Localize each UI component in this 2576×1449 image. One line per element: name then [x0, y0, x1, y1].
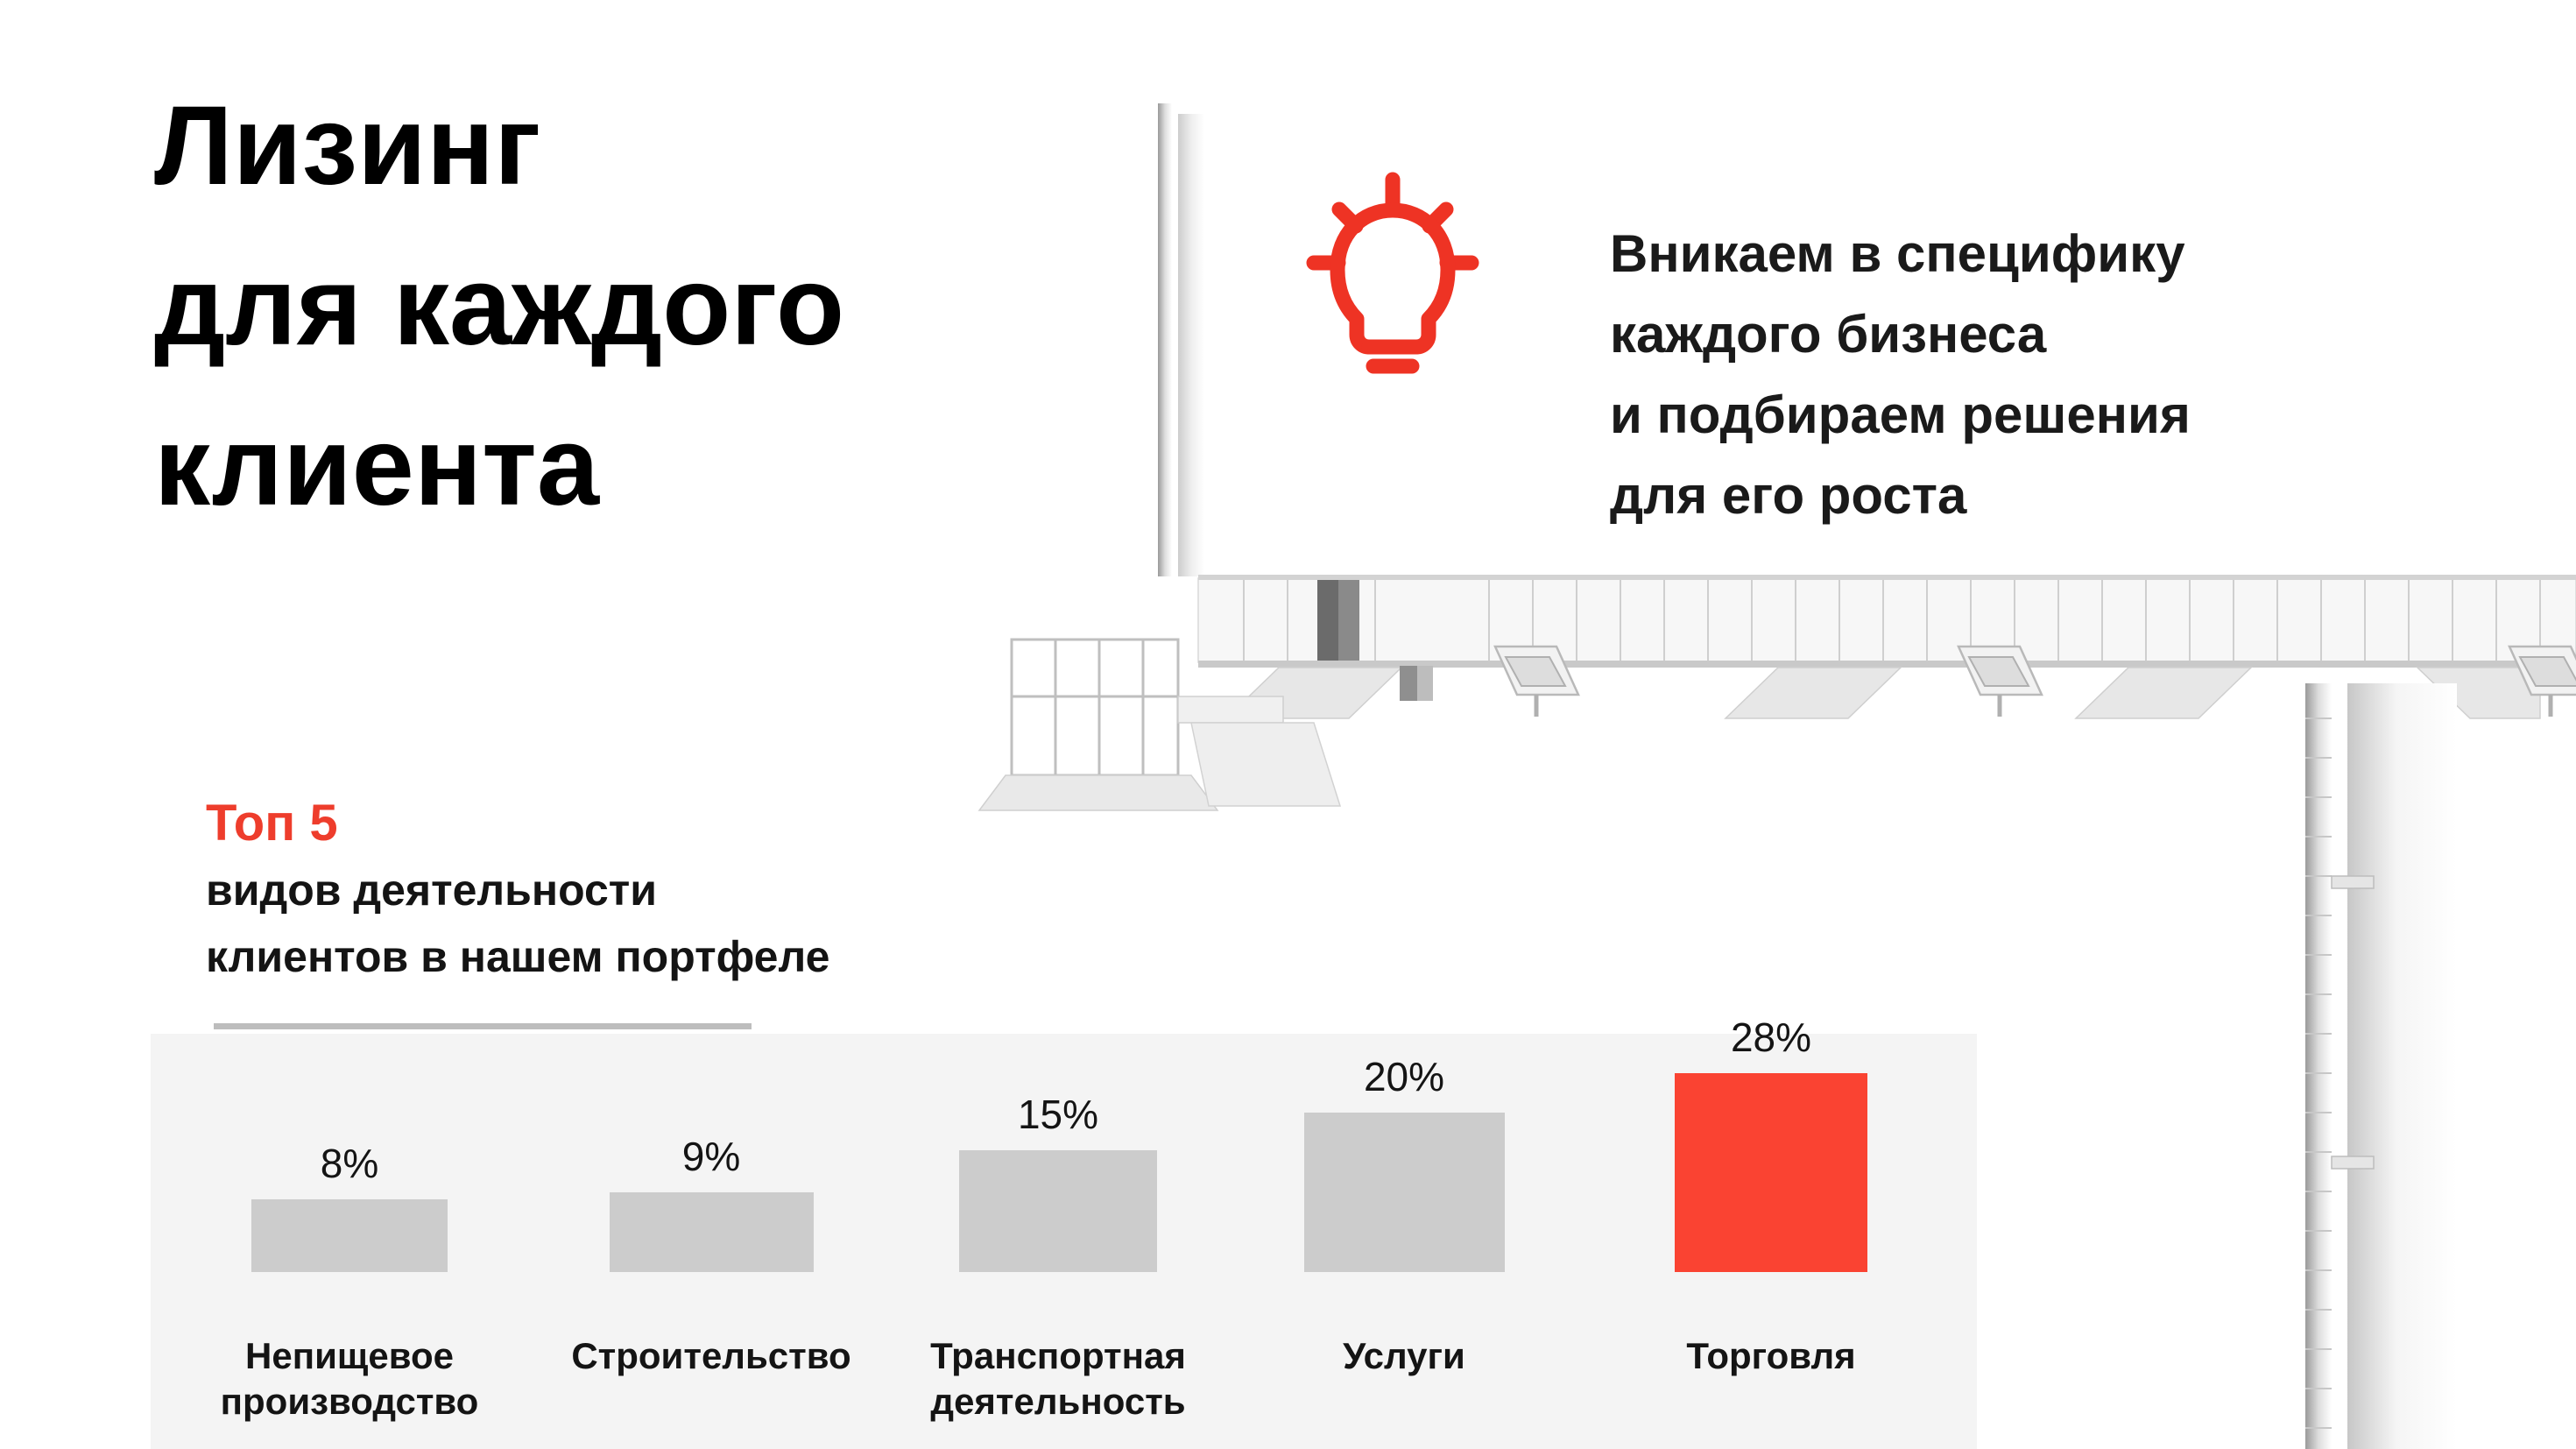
svg-text:Услуги: Услуги	[1343, 1335, 1465, 1376]
svg-text:9%: 9%	[682, 1134, 740, 1179]
svg-text:28%: 28%	[1731, 1014, 1811, 1060]
svg-text:15%: 15%	[1018, 1092, 1098, 1137]
svg-text:8%: 8%	[321, 1141, 378, 1186]
svg-text:производство: производство	[221, 1381, 479, 1422]
svg-text:Транспортная: Транспортная	[930, 1335, 1186, 1376]
svg-text:20%: 20%	[1364, 1054, 1444, 1099]
svg-text:Торговля: Торговля	[1686, 1335, 1855, 1376]
svg-text:Строительство: Строительство	[571, 1335, 850, 1376]
svg-text:Непищевое: Непищевое	[245, 1335, 454, 1376]
svg-text:деятельность: деятельность	[930, 1381, 1185, 1422]
